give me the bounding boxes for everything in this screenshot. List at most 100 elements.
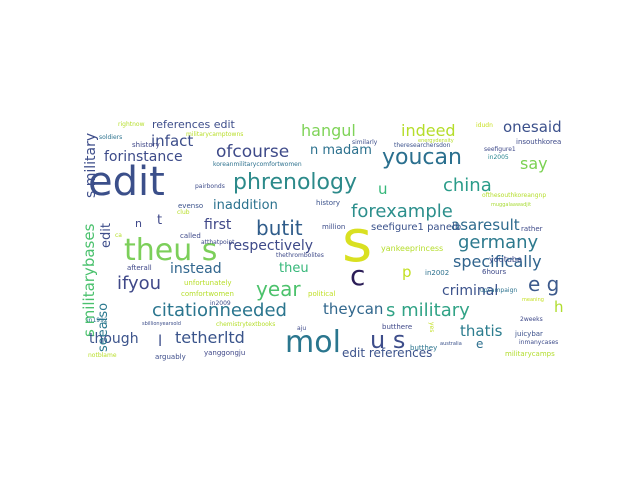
cloud-word: militarycamps (505, 350, 555, 358)
cloud-word: thethrombolites (276, 252, 324, 259)
cloud-word: h (554, 298, 564, 316)
cloud-word: say (520, 154, 548, 173)
cloud-word: 2weeks (520, 316, 543, 323)
cloud-word: meaning (522, 297, 544, 303)
cloud-word: theresearchersdon (394, 142, 451, 149)
cloud-word: political (308, 290, 336, 298)
cloud-word: references edit (152, 118, 235, 131)
cloud-word: sbillionyearsold (142, 321, 181, 327)
cloud-word: youtube (489, 255, 522, 264)
cloud-word: inaddition (213, 198, 278, 213)
cloud-word: thatis (460, 322, 503, 340)
cloud-word: theu s (124, 233, 218, 268)
cloud-word: u (378, 180, 388, 198)
cloud-word: seealso (96, 302, 111, 352)
cloud-word: ofthesouthkoreangnp (482, 192, 547, 199)
cloud-word: t (157, 213, 163, 228)
cloud-word: insouthkorea (516, 138, 562, 146)
cloud-word: mol (285, 325, 341, 360)
cloud-word: muggalaawadjit (491, 202, 532, 208)
cloud-word: million (322, 223, 346, 231)
cloud-word: p (402, 263, 412, 281)
cloud-word: c (350, 259, 366, 292)
cloud-word: citationneeded (152, 300, 287, 321)
cloud-word: butthey (410, 344, 438, 352)
cloud-word: pairbonds (195, 183, 225, 190)
cloud-word: juicybar (515, 330, 543, 338)
cloud-word: seefigure1 (484, 146, 516, 153)
cloud-word: shistory (132, 141, 160, 149)
cloud-word: forinstance (104, 149, 183, 165)
cloud-word: e (476, 337, 484, 351)
cloud-word: soldiers (99, 134, 123, 141)
cloud-word: chemistrytextbooks (216, 321, 276, 328)
cloud-word: u s (370, 326, 406, 354)
word-cloud: edit s theu s mol u s c phrenology youca… (80, 112, 564, 368)
cloud-word: called (180, 232, 201, 240)
cloud-word: club (177, 209, 190, 216)
cloud-word: criminal (442, 283, 499, 299)
cloud-word: l (158, 332, 163, 350)
cloud-word: ifyou (117, 273, 162, 294)
cloud-word: atthatpoint (201, 239, 235, 246)
cloud-word: yankeeprincess (381, 244, 444, 253)
cloud-word: yanggongju (204, 349, 246, 357)
cloud-word: rightnow (118, 121, 145, 128)
cloud-word: china (443, 175, 492, 196)
cloud-word: e g (528, 272, 560, 296)
cloud-word: rather (521, 225, 543, 233)
cloud-word: in2002 (425, 269, 450, 277)
cloud-word: comfortwomen (181, 290, 234, 298)
cloud-word: koreanmilitarycomfortwomen (213, 161, 302, 168)
cloud-word: butit (256, 216, 303, 240)
cloud-word: edit (99, 223, 114, 248)
cloud-word: theu (279, 261, 309, 276)
cloud-word: in1992 (87, 317, 108, 324)
cloud-word: n (135, 217, 142, 230)
cloud-word: instead (170, 261, 222, 277)
cloud-word: afterall (127, 264, 152, 272)
cloud-word: forexample (351, 201, 453, 222)
cloud-word: s military (386, 300, 470, 321)
cloud-word: 6hours (482, 268, 507, 276)
cloud-word: aju (297, 325, 307, 332)
cloud-word: idudn (476, 122, 493, 129)
cloud-word: phrenology (233, 170, 357, 195)
cloud-word: hangul (301, 121, 356, 140)
cloud-word: ca (115, 232, 122, 239)
cloud-word: energydensity (418, 138, 454, 144)
cloud-word: edit references (342, 346, 433, 360)
cloud-word: upcampaign (480, 287, 518, 294)
cloud-word: arguably (155, 353, 186, 361)
cloud-word: infact (151, 132, 194, 150)
cloud-word: respectively (228, 238, 314, 254)
cloud-word: butthere (382, 323, 413, 331)
cloud-word: yes (428, 322, 435, 333)
cloud-word: n madam (310, 143, 372, 158)
cloud-word: first (204, 217, 232, 233)
cloud-word: germany (458, 232, 539, 253)
cloud-word: onesaid (503, 118, 562, 136)
cloud-word: militarycamptowns (186, 131, 244, 138)
cloud-word: year (256, 277, 301, 301)
cloud-word: though (89, 331, 139, 347)
cloud-word: edit (88, 159, 165, 205)
cloud-word: specifically (453, 252, 542, 271)
cloud-word: s military (83, 132, 99, 198)
cloud-word: asaresult (451, 216, 520, 234)
cloud-word: theycan (323, 300, 384, 318)
cloud-word: unfortunately (184, 279, 232, 287)
cloud-word: similarly (352, 139, 378, 146)
cloud-word: in2005 (488, 154, 509, 161)
cloud-word: youcan (382, 145, 462, 170)
cloud-word: ofcourse (216, 142, 290, 162)
cloud-word: s (342, 207, 373, 275)
cloud-word: notblame (88, 352, 117, 359)
cloud-word: indeed (401, 121, 456, 140)
cloud-word: seefigure1 panelb (371, 222, 462, 233)
cloud-word: in2009 (210, 300, 231, 307)
cloud-word: australia (440, 341, 462, 347)
cloud-word: inmanycases (519, 339, 559, 346)
cloud-word: history (316, 199, 341, 207)
